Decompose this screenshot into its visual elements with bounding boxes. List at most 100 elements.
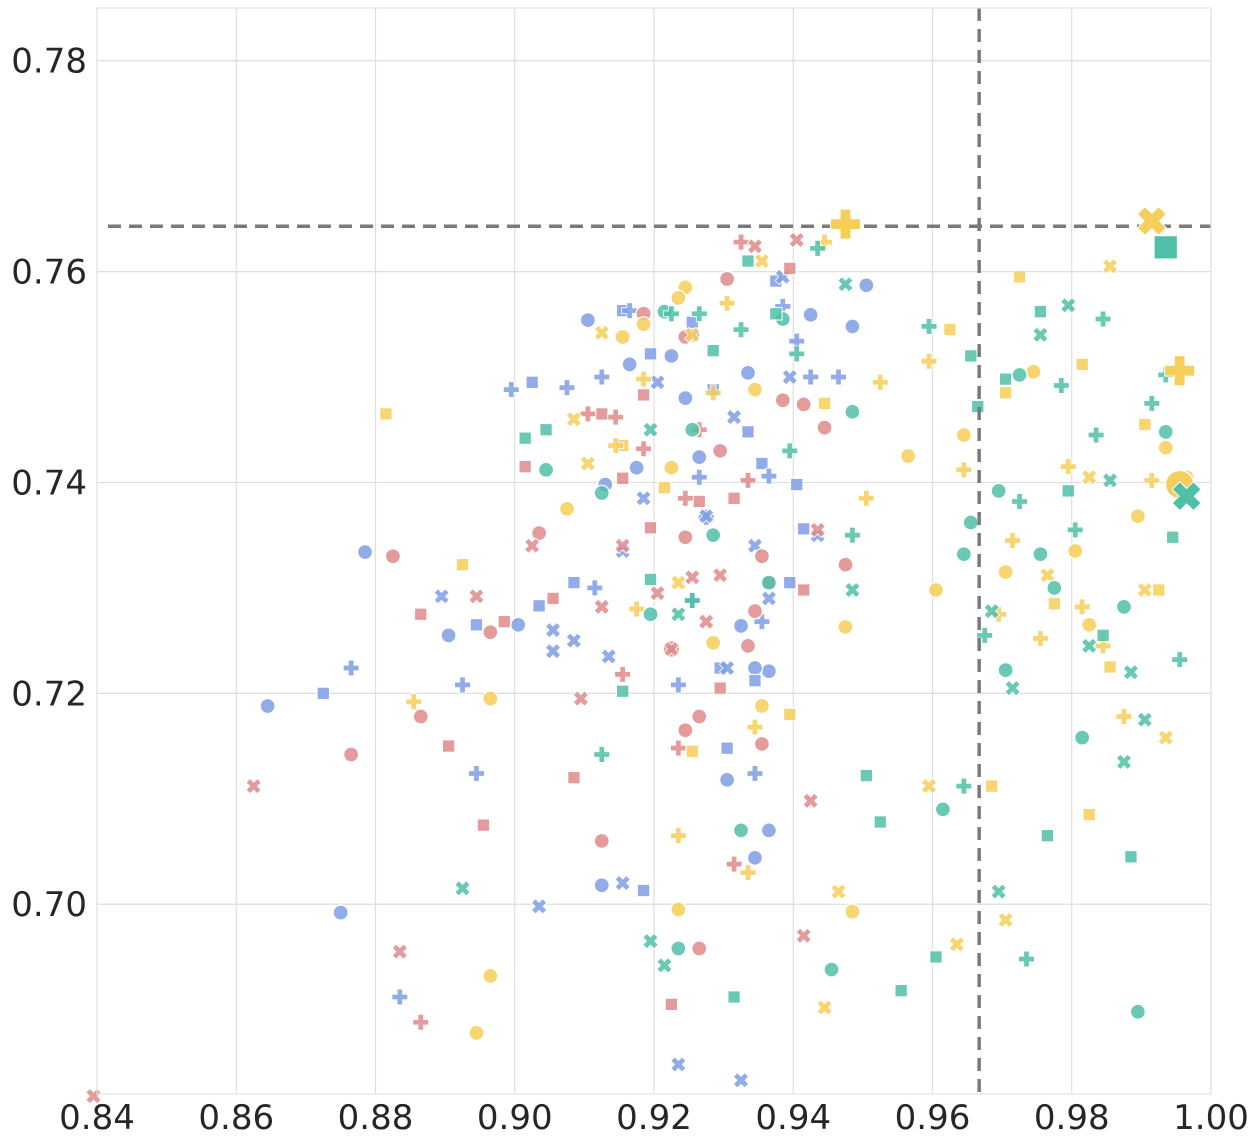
- blue-point: [586, 579, 604, 597]
- yellow-point: [753, 697, 771, 715]
- teal-point: [1080, 637, 1098, 655]
- yellow-point: [614, 328, 632, 346]
- teal-point: [983, 602, 1001, 620]
- yellow-point: [1157, 729, 1175, 747]
- blue-point: [433, 587, 451, 605]
- yellow-point: [998, 386, 1013, 400]
- yellow-point: [816, 233, 834, 251]
- red-point: [676, 489, 694, 507]
- teal-point: [642, 421, 659, 439]
- red-point: [614, 537, 632, 555]
- yellow-point: [997, 563, 1014, 581]
- yellow-point: [704, 634, 722, 652]
- red-point: [594, 407, 609, 421]
- yellow-point: [739, 864, 757, 882]
- teal-point: [683, 421, 701, 439]
- teal-point: [963, 349, 978, 363]
- teal-point: [1115, 753, 1133, 771]
- teal-point: [727, 990, 741, 1004]
- red-point: [692, 494, 707, 509]
- red-point: [837, 556, 854, 574]
- yellow-point: [718, 294, 736, 312]
- teal-point: [615, 684, 630, 699]
- yellow-point: [1136, 581, 1154, 599]
- teal-point: [1101, 471, 1119, 489]
- teal-point: [781, 442, 799, 460]
- x-tick-label: 0.98: [1034, 1098, 1110, 1138]
- red-point: [683, 568, 701, 586]
- teal-point: [683, 592, 701, 610]
- blue-point: [593, 368, 611, 386]
- best-yellow-x: [1136, 205, 1167, 237]
- red-point: [782, 261, 797, 276]
- reference-lines: [108, 8, 1211, 1094]
- x-tick-label: 0.86: [198, 1098, 274, 1138]
- yellow-point: [1031, 630, 1049, 648]
- red-point: [342, 746, 360, 763]
- red-point: [727, 491, 741, 506]
- red-point: [593, 598, 611, 616]
- yellow-point: [948, 935, 966, 953]
- yellow-point: [1103, 660, 1117, 674]
- yellow-point: [955, 426, 973, 444]
- teal-point: [1045, 579, 1063, 597]
- red-point: [732, 233, 750, 251]
- best-teal-x: [1171, 480, 1202, 512]
- yellow-point: [669, 827, 687, 845]
- teal-point: [741, 254, 755, 268]
- blue-point: [781, 368, 799, 386]
- red-point: [476, 818, 491, 832]
- red-point: [546, 591, 560, 606]
- x-tick-label: 0.90: [477, 1098, 553, 1138]
- red-point: [796, 583, 811, 597]
- red-point: [413, 607, 428, 622]
- blue-point: [565, 632, 583, 650]
- red-point: [468, 587, 485, 605]
- blue-point: [760, 590, 778, 607]
- axes: [96, 7, 1212, 1095]
- yellow-point: [1115, 708, 1133, 726]
- blue-point: [746, 849, 764, 867]
- teal-point: [537, 461, 555, 479]
- yellow-point: [1082, 807, 1096, 822]
- blue-point: [544, 621, 562, 639]
- teal-point: [643, 572, 658, 587]
- yellow-point: [1075, 357, 1090, 372]
- blue-point: [567, 575, 581, 590]
- red-point: [690, 940, 708, 957]
- teal-point: [769, 306, 783, 321]
- teal-point: [1040, 828, 1055, 843]
- yellow-point: [628, 600, 646, 618]
- teal-point: [788, 345, 806, 363]
- blue-point: [725, 408, 743, 426]
- teal-point: [920, 317, 938, 335]
- yellow-point: [746, 718, 764, 736]
- blue-point: [746, 764, 764, 782]
- x-tick-label: 0.92: [616, 1098, 692, 1138]
- teal-point: [1052, 376, 1070, 394]
- teal-point: [1017, 950, 1035, 968]
- red-point: [713, 681, 727, 695]
- teal-point: [662, 305, 680, 323]
- teal-point: [1129, 1003, 1147, 1021]
- red-point: [614, 665, 632, 683]
- x-tick-label: 1.00: [1173, 1098, 1249, 1138]
- teal-point: [642, 932, 659, 950]
- teal-point: [642, 605, 659, 623]
- red-point: [746, 602, 764, 620]
- blue-point: [469, 617, 484, 632]
- yellow-point: [943, 322, 957, 337]
- yellow-point: [927, 581, 945, 599]
- teal-point: [1157, 423, 1175, 441]
- teal-point: [955, 545, 973, 563]
- teal-point: [1004, 679, 1022, 697]
- teal-point: [1011, 492, 1029, 510]
- red-point: [523, 537, 541, 555]
- yellow-point: [816, 999, 834, 1016]
- yellow-point: [558, 500, 576, 518]
- red-point: [774, 391, 792, 409]
- yellow-point: [920, 777, 938, 795]
- yellow-point: [1025, 363, 1042, 381]
- yellow-point: [1004, 531, 1022, 549]
